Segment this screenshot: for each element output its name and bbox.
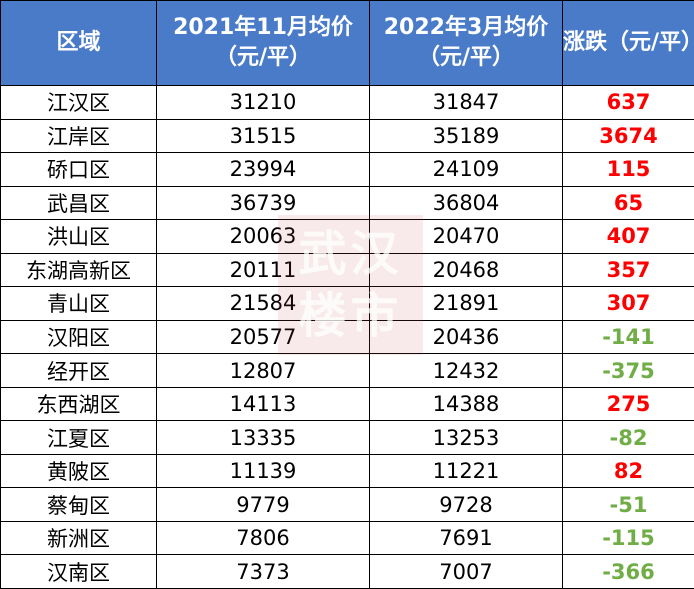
column-header: 涨跌（元/平）: [562, 0, 694, 86]
table-row: 东湖高新区 20111 20468 357: [0, 252, 694, 288]
column-header: 2021年11月均价（元/平）: [156, 0, 370, 86]
price-cell: 9728: [369, 487, 563, 522]
table-row: 新洲区 7806 7691 -115: [0, 520, 694, 556]
change-cell: -366: [562, 554, 694, 589]
change-cell: -115: [562, 520, 694, 556]
district-cell: 东湖高新区: [0, 252, 157, 288]
change-cell: 357: [562, 252, 694, 288]
change-cell: 307: [562, 286, 694, 321]
price-cell: 20468: [369, 252, 563, 288]
price-cell: 11221: [369, 453, 563, 489]
change-cell: 65: [562, 185, 694, 221]
column-header: 2022年3月均价（元/平）: [369, 0, 563, 86]
district-cell: 硚口区: [0, 152, 157, 187]
table-row: 青山区 21584 21891 307: [0, 286, 694, 321]
price-cell: 21891: [369, 286, 563, 321]
table-row: 蔡甸区 9779 9728 -51: [0, 487, 694, 522]
district-cell: 青山区: [0, 286, 157, 321]
price-cell: 20577: [156, 319, 370, 355]
change-cell: 407: [562, 219, 694, 254]
change-cell: 115: [562, 152, 694, 187]
table-row: 黄陂区 11139 11221 82: [0, 453, 694, 489]
table-row: 汉阳区 20577 20436 -141: [0, 319, 694, 355]
table-row: 经开区 12807 12432 -375: [0, 353, 694, 388]
table-row: 武昌区 36739 36804 65: [0, 185, 694, 221]
price-cell: 20436: [369, 319, 563, 355]
change-cell: 3674: [562, 118, 694, 154]
price-cell: 20063: [156, 219, 370, 254]
price-cell: 31210: [156, 85, 370, 120]
district-cell: 汉阳区: [0, 319, 157, 355]
price-cell: 36739: [156, 185, 370, 221]
district-cell: 汉南区: [0, 554, 157, 589]
table-row: 江夏区 13335 13253 -82: [0, 420, 694, 455]
price-cell: 23994: [156, 152, 370, 187]
table-row: 江岸区 31515 35189 3674: [0, 118, 694, 154]
price-cell: 7806: [156, 520, 370, 556]
price-cell: 20111: [156, 252, 370, 288]
district-cell: 武昌区: [0, 185, 157, 221]
table-row: 东西湖区 14113 14388 275: [0, 386, 694, 422]
district-cell: 新洲区: [0, 520, 157, 556]
price-cell: 12432: [369, 353, 563, 388]
price-cell: 11139: [156, 453, 370, 489]
district-cell: 江岸区: [0, 118, 157, 154]
change-cell: -375: [562, 353, 694, 388]
change-cell: 275: [562, 386, 694, 422]
table-row: 硚口区 23994 24109 115: [0, 152, 694, 187]
change-cell: -141: [562, 319, 694, 355]
change-cell: 82: [562, 453, 694, 489]
price-cell: 14113: [156, 386, 370, 422]
price-cell: 31515: [156, 118, 370, 154]
price-cell: 24109: [369, 152, 563, 187]
table-row: 洪山区 20063 20470 407: [0, 219, 694, 254]
table-row: 江汉区 31210 31847 637: [0, 85, 694, 120]
price-cell: 7691: [369, 520, 563, 556]
price-cell: 7007: [369, 554, 563, 589]
price-cell: 9779: [156, 487, 370, 522]
price-cell: 12807: [156, 353, 370, 388]
district-cell: 蔡甸区: [0, 487, 157, 522]
price-cell: 31847: [369, 85, 563, 120]
table-body: 江汉区 31210 31847 637 江岸区 31515 35189 3674 硚口区 2399…: [0, 85, 694, 589]
price-cell: 35189: [369, 118, 563, 154]
change-cell: -51: [562, 487, 694, 522]
price-cell: 13335: [156, 420, 370, 455]
change-cell: -82: [562, 420, 694, 455]
district-cell: 江夏区: [0, 420, 157, 455]
table-row: 汉南区 7373 7007 -366: [0, 554, 694, 589]
column-header: 区域: [0, 0, 157, 86]
price-cell: 20470: [369, 219, 563, 254]
header-row: 区域 2021年11月均价（元/平） 2022年3月均价（元/平） 涨跌（元/平）: [0, 0, 694, 86]
district-cell: 洪山区: [0, 219, 157, 254]
price-cell: 14388: [369, 386, 563, 422]
price-cell: 21584: [156, 286, 370, 321]
district-cell: 江汉区: [0, 85, 157, 120]
price-cell: 7373: [156, 554, 370, 589]
price-cell: 36804: [369, 185, 563, 221]
change-cell: 637: [562, 85, 694, 120]
price-cell: 13253: [369, 420, 563, 455]
district-cell: 经开区: [0, 353, 157, 388]
district-cell: 黄陂区: [0, 453, 157, 489]
district-cell: 东西湖区: [0, 386, 157, 422]
